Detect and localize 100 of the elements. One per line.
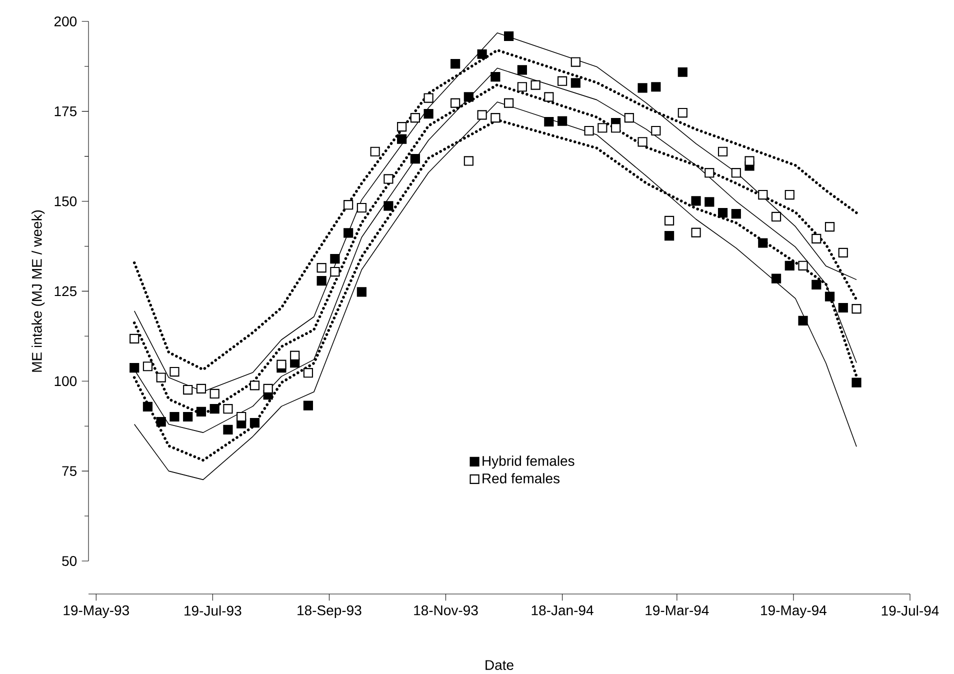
point <box>316 276 326 286</box>
point <box>464 92 474 102</box>
point <box>344 200 354 210</box>
point <box>236 412 246 422</box>
point <box>718 208 728 218</box>
point <box>798 316 808 326</box>
point <box>744 156 754 166</box>
point <box>651 82 661 92</box>
point <box>530 80 540 90</box>
point <box>330 266 340 276</box>
x-tick-label: 19-Mar-94 <box>646 605 709 616</box>
point <box>424 93 434 103</box>
point <box>130 334 140 344</box>
point <box>704 168 714 178</box>
point <box>450 58 460 68</box>
point <box>731 208 741 218</box>
point <box>731 168 741 178</box>
point <box>397 134 407 144</box>
y-tick-label: 75 <box>62 466 77 476</box>
point <box>250 418 260 428</box>
point <box>771 274 782 284</box>
point <box>557 76 568 86</box>
point <box>477 49 487 59</box>
point <box>303 400 314 410</box>
point <box>170 366 180 376</box>
point <box>838 302 848 312</box>
x-axis-title: Date <box>486 660 514 670</box>
point <box>464 156 474 166</box>
point <box>852 378 862 388</box>
legend-label: Red females <box>482 472 560 484</box>
point <box>691 196 701 206</box>
y-tick-label: 100 <box>54 376 77 386</box>
point <box>664 216 674 226</box>
point <box>410 112 420 122</box>
point <box>276 360 286 370</box>
point <box>812 234 822 244</box>
point <box>196 384 206 394</box>
point <box>450 98 460 108</box>
point <box>638 82 648 93</box>
point <box>384 174 394 184</box>
point <box>771 212 782 222</box>
y-tick-label: 175 <box>54 106 77 116</box>
point <box>210 388 220 398</box>
point <box>250 380 260 390</box>
point <box>784 260 794 270</box>
point <box>678 108 688 118</box>
point <box>290 350 300 360</box>
y-tick-label: 50 <box>62 556 77 566</box>
point <box>691 228 701 238</box>
point <box>570 78 580 88</box>
point <box>142 402 153 412</box>
x-tick-label: 19-May-94 <box>761 605 826 618</box>
point <box>570 57 580 67</box>
y-tick-label: 200 <box>54 16 77 26</box>
point <box>678 67 688 77</box>
point <box>356 202 366 212</box>
point <box>370 146 380 156</box>
point <box>356 286 366 297</box>
x-tick-label: 19-Jul-94 <box>882 605 939 616</box>
x-tick-label: 18-Sep-93 <box>298 605 362 618</box>
x-tick-label: 19-May-93 <box>64 605 129 618</box>
point <box>410 154 420 164</box>
point <box>477 110 487 120</box>
point <box>142 361 153 371</box>
point <box>610 122 621 132</box>
point <box>624 112 634 122</box>
point <box>183 412 193 422</box>
point <box>183 384 193 394</box>
point <box>651 126 661 136</box>
point <box>517 82 527 92</box>
point <box>303 368 314 378</box>
point <box>504 31 514 41</box>
point <box>812 280 822 290</box>
y-tick-label: 125 <box>54 286 77 296</box>
point <box>584 126 594 136</box>
point <box>263 384 273 394</box>
point <box>384 200 394 211</box>
point <box>517 64 527 75</box>
point <box>852 304 862 314</box>
point <box>196 406 206 416</box>
point <box>210 404 220 414</box>
point <box>784 190 794 200</box>
point <box>544 92 554 102</box>
point <box>316 262 326 272</box>
point <box>544 116 554 126</box>
point <box>838 248 848 258</box>
point <box>664 230 674 240</box>
point <box>704 196 714 207</box>
point <box>490 112 500 122</box>
point <box>223 404 233 414</box>
y-tick-label: 150 <box>54 196 77 206</box>
y-axis-title: ME intake (MJ ME / week) <box>32 210 45 372</box>
point <box>758 238 768 248</box>
point <box>397 122 407 132</box>
legend-label: Hybrid females <box>482 455 574 468</box>
point <box>156 372 166 382</box>
point <box>330 254 340 264</box>
point <box>758 190 768 200</box>
point <box>490 72 500 82</box>
point <box>156 416 166 426</box>
